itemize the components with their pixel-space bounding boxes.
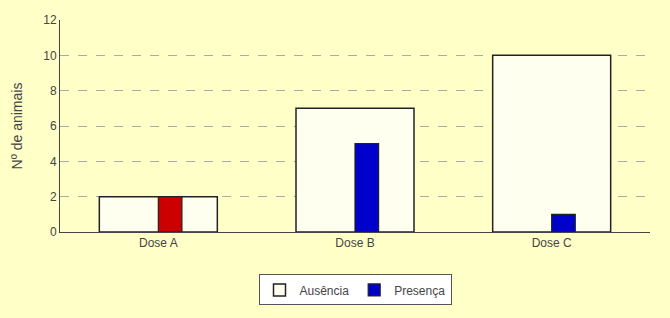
svg-text:8: 8 bbox=[50, 84, 57, 98]
svg-text:Ausência: Ausência bbox=[300, 284, 350, 298]
svg-text:0: 0 bbox=[50, 225, 57, 239]
svg-text:Dose C: Dose C bbox=[532, 236, 572, 250]
svg-text:12: 12 bbox=[43, 13, 57, 27]
svg-text:Presença: Presença bbox=[394, 284, 445, 298]
svg-text:Dose B: Dose B bbox=[335, 236, 374, 250]
svg-text:Dose A: Dose A bbox=[139, 236, 178, 250]
svg-text:10: 10 bbox=[43, 49, 57, 63]
svg-text:Nº de animais: Nº de animais bbox=[9, 83, 25, 170]
svg-text:4: 4 bbox=[50, 155, 57, 169]
svg-text:6: 6 bbox=[50, 119, 57, 133]
svg-text:2: 2 bbox=[50, 190, 57, 204]
